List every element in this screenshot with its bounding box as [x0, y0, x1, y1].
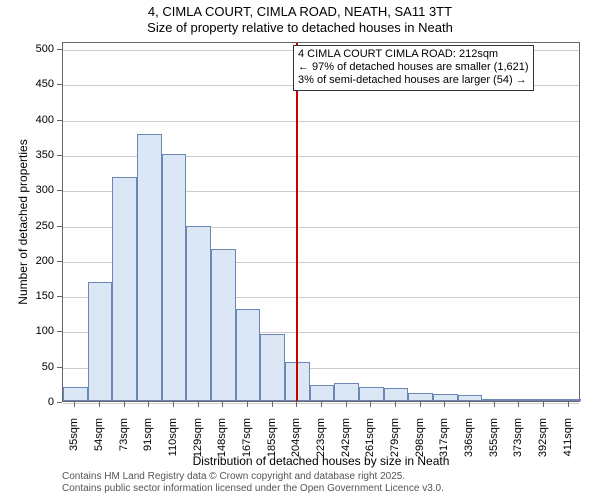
y-tick-mark [57, 155, 62, 156]
x-tick-mark [346, 402, 347, 407]
chart-title-line2: Size of property relative to detached ho… [0, 20, 600, 35]
y-tick-mark [57, 402, 62, 403]
x-tick-mark [198, 402, 199, 407]
chart-title-line1: 4, CIMLA COURT, CIMLA ROAD, NEATH, SA11 … [0, 4, 600, 19]
x-tick-mark [321, 402, 322, 407]
x-tick-label: 317sqm [438, 418, 450, 468]
histogram-bar [236, 309, 261, 401]
x-tick-mark [518, 402, 519, 407]
y-tick-label: 100 [22, 325, 54, 337]
x-tick-mark [420, 402, 421, 407]
x-tick-label: 392sqm [537, 418, 549, 468]
gridline [63, 121, 579, 122]
x-tick-label: 110sqm [167, 418, 179, 468]
x-tick-label: 242sqm [340, 418, 352, 468]
chart-container: 4, CIMLA COURT, CIMLA ROAD, NEATH, SA11 … [0, 0, 600, 500]
histogram-bar [359, 387, 384, 401]
histogram-bar [260, 334, 285, 401]
y-tick-label: 200 [22, 255, 54, 267]
x-tick-label: 167sqm [241, 418, 253, 468]
y-tick-mark [57, 120, 62, 121]
x-tick-label: 91sqm [142, 418, 154, 468]
x-tick-mark [296, 402, 297, 407]
x-tick-mark [444, 402, 445, 407]
reference-line [296, 43, 298, 401]
y-tick-label: 300 [22, 184, 54, 196]
x-tick-label: 148sqm [216, 418, 228, 468]
y-tick-mark [57, 49, 62, 50]
y-tick-mark [57, 331, 62, 332]
y-tick-label: 250 [22, 220, 54, 232]
x-tick-mark [494, 402, 495, 407]
x-tick-mark [247, 402, 248, 407]
x-tick-label: 223sqm [315, 418, 327, 468]
y-tick-mark [57, 190, 62, 191]
x-tick-mark [370, 402, 371, 407]
y-tick-mark [57, 367, 62, 368]
y-tick-label: 450 [22, 78, 54, 90]
annotation-line: ← 97% of detached houses are smaller (1,… [298, 61, 529, 74]
y-tick-label: 350 [22, 149, 54, 161]
y-tick-mark [57, 84, 62, 85]
y-tick-label: 0 [22, 396, 54, 408]
annotation-line: 3% of semi-detached houses are larger (5… [298, 74, 529, 87]
x-tick-label: 261sqm [364, 418, 376, 468]
histogram-bar [384, 388, 409, 401]
x-tick-mark [124, 402, 125, 407]
x-tick-label: 204sqm [290, 418, 302, 468]
x-tick-mark [74, 402, 75, 407]
histogram-bar [310, 385, 335, 401]
x-tick-mark [173, 402, 174, 407]
y-tick-label: 50 [22, 361, 54, 373]
x-tick-label: 373sqm [512, 418, 524, 468]
histogram-bar [211, 249, 236, 401]
histogram-bar [556, 399, 581, 401]
x-tick-mark [99, 402, 100, 407]
histogram-bar [334, 383, 359, 401]
x-tick-label: 185sqm [266, 418, 278, 468]
annotation-line: 4 CIMLA COURT CIMLA ROAD: 212sqm [298, 48, 529, 61]
histogram-bar [507, 399, 532, 401]
y-tick-mark [57, 296, 62, 297]
histogram-bar [63, 387, 88, 401]
y-tick-label: 400 [22, 114, 54, 126]
histogram-bar [433, 394, 458, 401]
x-tick-mark [222, 402, 223, 407]
x-tick-mark [272, 402, 273, 407]
y-tick-label: 150 [22, 290, 54, 302]
histogram-bar [162, 154, 187, 401]
x-tick-mark [543, 402, 544, 407]
x-tick-label: 35sqm [68, 418, 80, 468]
y-tick-mark [57, 261, 62, 262]
histogram-bar [458, 395, 483, 401]
x-tick-label: 336sqm [463, 418, 475, 468]
x-tick-label: 298sqm [414, 418, 426, 468]
histogram-bar [482, 399, 507, 401]
histogram-bar [532, 399, 557, 401]
histogram-bar [408, 393, 433, 401]
footer-line-2: Contains public sector information licen… [62, 483, 444, 494]
x-tick-label: 355sqm [488, 418, 500, 468]
y-tick-mark [57, 226, 62, 227]
x-tick-label: 54sqm [93, 418, 105, 468]
plot-area: 4 CIMLA COURT CIMLA ROAD: 212sqm← 97% of… [62, 42, 580, 402]
histogram-bar [88, 282, 113, 401]
x-tick-mark [469, 402, 470, 407]
x-tick-mark [395, 402, 396, 407]
x-tick-mark [148, 402, 149, 407]
x-tick-label: 73sqm [118, 418, 130, 468]
x-tick-mark [568, 402, 569, 407]
histogram-bar [112, 177, 137, 401]
x-tick-label: 411sqm [562, 418, 574, 468]
histogram-bar [186, 226, 211, 401]
histogram-bar [137, 134, 162, 401]
footer-line-1: Contains HM Land Registry data © Crown c… [62, 471, 405, 482]
x-tick-label: 279sqm [389, 418, 401, 468]
annotation-box: 4 CIMLA COURT CIMLA ROAD: 212sqm← 97% of… [293, 45, 534, 91]
y-tick-label: 500 [22, 43, 54, 55]
x-tick-label: 129sqm [192, 418, 204, 468]
